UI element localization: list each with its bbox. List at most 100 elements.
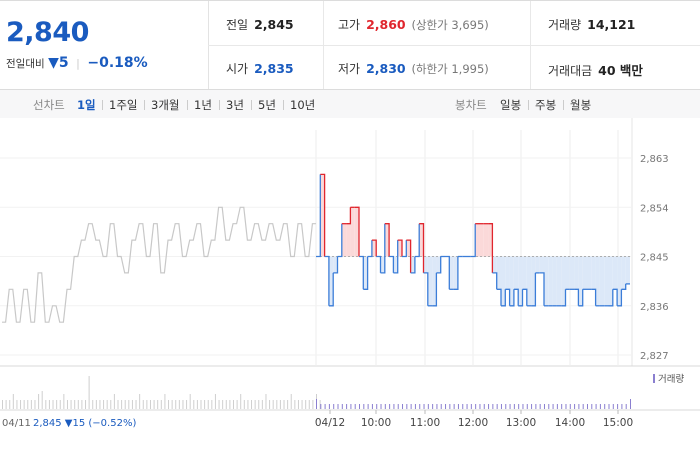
prev-volume-bar [16, 400, 18, 409]
prev-volume-bar [85, 400, 87, 409]
price-fill-segment [539, 256, 544, 273]
prev-volume-bar [258, 400, 260, 409]
x-tick-label: 13:00 [506, 417, 536, 429]
volume-bars [2, 376, 631, 409]
divider: | [76, 57, 80, 70]
prev-volume-bar [290, 394, 292, 409]
period-10year[interactable]: 10년 [290, 98, 316, 112]
period-1day[interactable]: 1일 [77, 98, 96, 112]
prev-volume-bar [211, 400, 213, 409]
prev-volume-bar [41, 391, 43, 409]
prev-volume-bar [95, 400, 97, 409]
x-tick-label: 10:00 [361, 417, 391, 429]
period-5year[interactable]: 5년 [258, 98, 276, 112]
today-volume-bar [543, 404, 545, 409]
today-volume-bar [535, 404, 537, 409]
today-price-segment [346, 207, 352, 225]
prev-volume-bar [160, 400, 162, 409]
price-fill-segment [569, 256, 575, 290]
prev-volume-bar [229, 400, 231, 409]
prev-volume-bar [247, 400, 249, 409]
prev-volume-bar [272, 400, 274, 409]
today-volume-bar [621, 404, 623, 409]
price-fill-segment [341, 223, 347, 257]
prev-volume-bar [312, 400, 314, 409]
price-fill-segment [427, 256, 433, 306]
today-volume-bar [526, 404, 528, 409]
today-volume-bar [453, 404, 455, 409]
today-volume-bar [380, 404, 382, 409]
prev-volume-bar [168, 400, 170, 409]
prev-volume-bar [225, 400, 227, 409]
price-fill-segment [556, 256, 562, 306]
today-price-segment [363, 256, 369, 290]
prev-volume-bar [251, 400, 253, 409]
prev-volume-bar [204, 400, 206, 409]
prev-volume-bar [48, 400, 50, 409]
prev-volume-bar [110, 400, 112, 409]
candle-weekly[interactable]: 주봉 [535, 98, 557, 112]
period-3year[interactable]: 3년 [226, 98, 244, 112]
prev-close-label: 전일 [226, 18, 249, 32]
prev-volume-bar [92, 400, 94, 409]
price-fill-segment [449, 256, 454, 290]
prev-volume-bar [236, 400, 238, 409]
prev-volume-bar [70, 400, 72, 409]
today-volume-bar [488, 404, 490, 409]
today-volume-bar [333, 404, 335, 409]
today-price-segment [406, 239, 412, 273]
today-volume-bar [354, 404, 356, 409]
price-fill-segment [354, 207, 360, 257]
price-fill-segment [393, 256, 398, 273]
prev-close-value: 2,845 [254, 17, 294, 32]
price-fill-segment [617, 256, 622, 306]
period-3month[interactable]: 3개월 [151, 98, 180, 112]
price-fill-segment [350, 207, 355, 257]
price-fill-segment [625, 256, 630, 284]
today-volume-bar [402, 404, 404, 409]
x-tick-label: 11:00 [410, 417, 440, 429]
today-volume-bar [578, 404, 580, 409]
today-price-segment [617, 289, 623, 307]
price-fill-segment [475, 223, 480, 257]
period-1year[interactable]: 1년 [194, 98, 212, 112]
candle-monthly[interactable]: 월봉 [570, 98, 592, 112]
prev-volume-bar [207, 400, 209, 409]
divider [219, 100, 220, 110]
change-value: 5 [58, 55, 69, 71]
prev-volume-bar [66, 400, 68, 409]
y-tick-label: 2,854 [640, 203, 669, 214]
today-price-segment [371, 239, 377, 257]
today-volume-bar [552, 404, 554, 409]
prev-volume-bar [157, 400, 159, 409]
prev-volume-bar [99, 400, 101, 409]
today-volume-bar [436, 404, 438, 409]
today-volume-bar [569, 404, 571, 409]
candle-daily[interactable]: 일봉 [500, 98, 522, 112]
today-volume-bar [586, 404, 588, 409]
today-volume-bar [462, 404, 464, 409]
price-fill-segment [548, 256, 553, 306]
y-axis-ticks: 2,863 2,854 2,845 2,836 2,827 [640, 154, 669, 362]
today-price-segment [621, 283, 627, 290]
today-volume-bar [561, 404, 563, 409]
divider [102, 100, 103, 110]
low-value: 2,830 [366, 61, 406, 76]
price-fill-segment [604, 256, 609, 306]
today-price-segment [367, 240, 373, 258]
today-volume-bar [359, 404, 361, 409]
today-volume-bar [389, 404, 391, 409]
period-1week[interactable]: 1주일 [109, 98, 138, 112]
prev-volume-bar [131, 400, 133, 409]
prev-volume-bar [182, 400, 184, 409]
today-volume-bar [565, 404, 567, 409]
intraday-price-chart[interactable]: 2,863 2,854 2,845 2,836 2,827 04/12 10:00 11:0… [0, 118, 700, 450]
open-label: 시가 [226, 62, 249, 76]
day-high: 고가 2,860 (상한가 3,695) [338, 16, 489, 33]
today-price-segment [410, 256, 416, 274]
today-price-segment [320, 173, 326, 257]
divider [251, 100, 252, 110]
prev-volume-bar [106, 400, 108, 409]
prev-volume-bar [232, 400, 234, 409]
